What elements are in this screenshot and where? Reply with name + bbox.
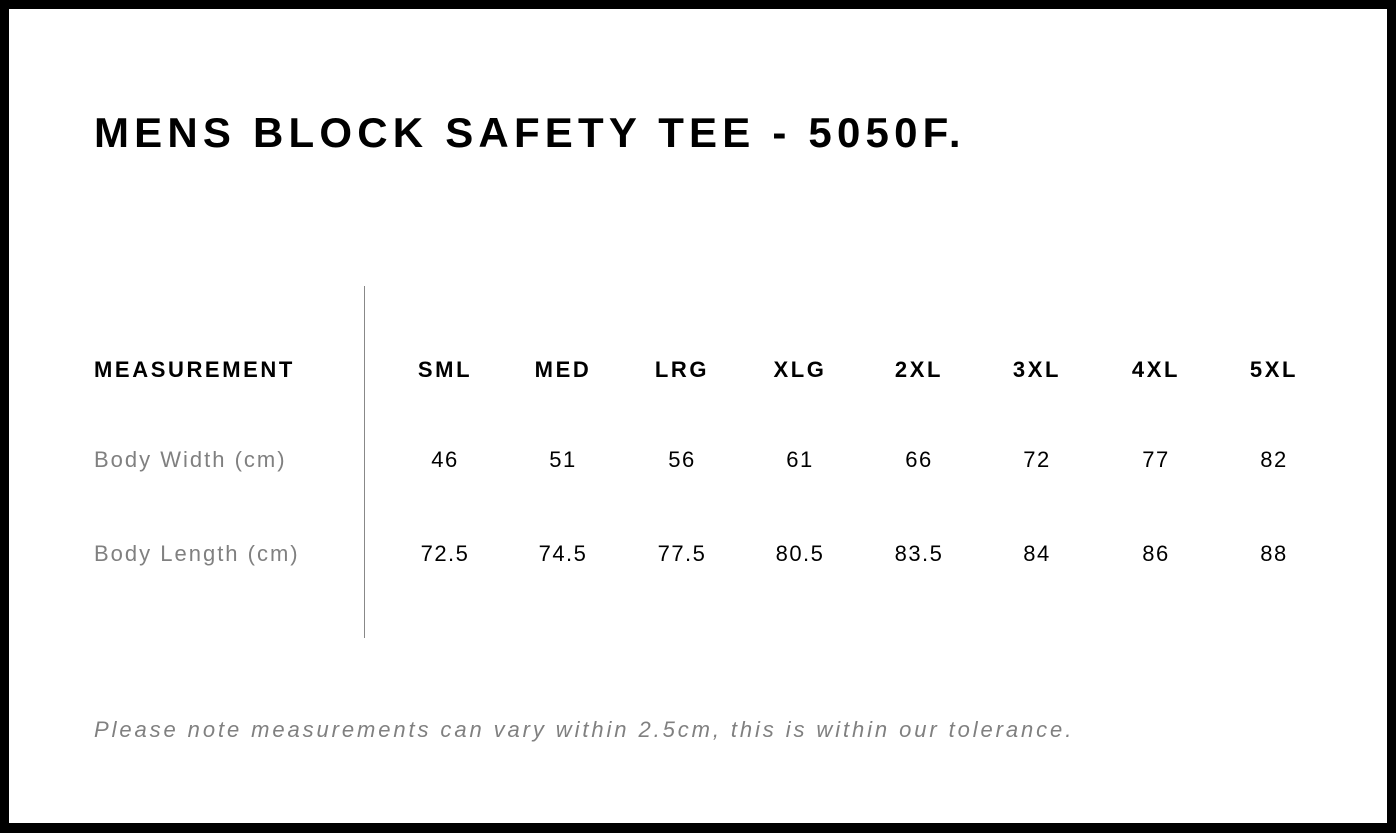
table-cell: 84 [1023, 541, 1051, 566]
size-header: LRG [654, 357, 710, 382]
table-cell: 86 [1142, 541, 1170, 566]
table-cell: 56 [668, 447, 696, 472]
table-cell: 72.5 [420, 541, 470, 566]
size-header: 3XL [1012, 357, 1062, 382]
row-label: Body Length (cm) [94, 541, 300, 566]
table-cell: 46 [431, 447, 459, 472]
column-divider [364, 286, 365, 638]
table-cell: 77.5 [657, 541, 707, 566]
row-label: Body Width (cm) [94, 447, 287, 472]
size-header: 4XL [1131, 357, 1181, 382]
table-cell: 80.5 [775, 541, 825, 566]
size-header: MED [534, 357, 592, 382]
table-cell: 74.5 [538, 541, 588, 566]
size-header: XLG [773, 357, 827, 382]
table-row: Body Length (cm) 72.5 74.5 77.5 80.5 83.5 84 86… [9, 541, 1387, 571]
table-cell: 61 [786, 447, 814, 472]
table-cell: 51 [549, 447, 577, 472]
size-header: SML [417, 357, 473, 382]
table-cell: 82 [1260, 447, 1288, 472]
size-header: 5XL [1249, 357, 1299, 382]
table-cell: 83.5 [894, 541, 944, 566]
size-header: 2XL [894, 357, 944, 382]
table-cell: 88 [1260, 541, 1288, 566]
table-cell: 66 [905, 447, 933, 472]
row-label: MEASUREMENT [94, 357, 295, 382]
table-cell: 77 [1142, 447, 1170, 472]
table-cell: 72 [1023, 447, 1051, 472]
size-chart-card: MENS BLOCK SAFETY TEE - 5050F. MEASUREME… [9, 9, 1387, 823]
table-row: Body Width (cm) 46 51 56 61 66 72 77 82 [9, 447, 1387, 477]
table-header-row: MEASUREMENT SML MED LRG XLG 2XL 3XL 4XL 5XL [9, 357, 1387, 387]
tolerance-note: Please note measurements can vary within… [94, 717, 1075, 742]
page-title: MENS BLOCK SAFETY TEE - 5050F. [94, 109, 966, 156]
